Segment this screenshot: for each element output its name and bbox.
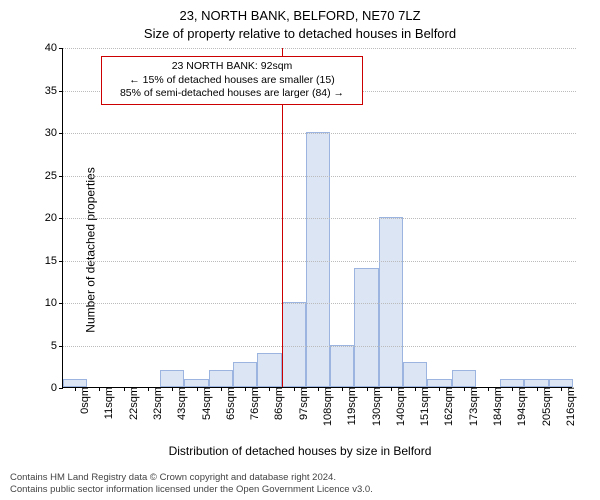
reference-info-box: 23 NORTH BANK: 92sqm ← 15% of detached h… — [101, 56, 363, 105]
xtick-label: 140sqm — [391, 387, 407, 426]
ytick-label: 35 — [45, 85, 63, 97]
xtick-label: 76sqm — [245, 387, 261, 420]
xtick-label: 43sqm — [172, 387, 188, 420]
info-line-2: ← 15% of detached houses are smaller (15… — [108, 74, 356, 88]
chart-title-sub: Size of property relative to detached ho… — [0, 26, 600, 41]
xtick-label: 0sqm — [75, 387, 91, 414]
ytick-label: 25 — [45, 170, 63, 182]
ytick-label: 15 — [45, 255, 63, 267]
x-axis-label: Distribution of detached houses by size … — [0, 444, 600, 458]
histogram-bar — [354, 268, 378, 387]
histogram-bar — [160, 370, 184, 387]
xtick-label: 194sqm — [512, 387, 528, 426]
plot-area: 0510152025303540 0sqm11sqm22sqm32sqm43sq… — [62, 48, 572, 388]
ytick-label: 40 — [45, 42, 63, 54]
grid-line — [63, 48, 576, 49]
histogram-bar — [452, 370, 476, 387]
xtick-label: 11sqm — [99, 387, 115, 419]
grid-line — [63, 303, 576, 304]
histogram-bar — [63, 379, 87, 388]
xtick-label: 205sqm — [537, 387, 553, 426]
xtick-label: 173sqm — [464, 387, 480, 426]
xtick-label: 216sqm — [561, 387, 577, 426]
ytick-label: 20 — [45, 212, 63, 224]
xtick-label: 65sqm — [221, 387, 237, 420]
xtick-label: 32sqm — [148, 387, 164, 420]
footer-attribution: Contains HM Land Registry data © Crown c… — [10, 472, 590, 496]
grid-line — [63, 133, 576, 134]
xtick-label: 184sqm — [488, 387, 504, 426]
xtick-label: 108sqm — [318, 387, 334, 426]
histogram-bar — [330, 345, 354, 388]
xtick-label: 97sqm — [294, 387, 310, 420]
xtick-label: 54sqm — [197, 387, 213, 420]
info-line-1: 23 NORTH BANK: 92sqm — [108, 60, 356, 74]
grid-line — [63, 346, 576, 347]
xtick-label: 130sqm — [367, 387, 383, 426]
xtick-label: 119sqm — [342, 387, 358, 425]
histogram-bar — [549, 379, 573, 388]
xtick-label: 86sqm — [269, 387, 285, 420]
histogram-bar — [184, 379, 208, 388]
histogram-bar — [427, 379, 451, 388]
xtick-label: 22sqm — [124, 387, 140, 420]
grid-line — [63, 218, 576, 219]
ytick-label: 0 — [51, 382, 63, 394]
histogram-bar — [500, 379, 524, 388]
histogram-bar — [282, 302, 306, 387]
grid-line — [63, 261, 576, 262]
histogram-bar — [379, 217, 403, 387]
ytick-label: 5 — [51, 340, 63, 352]
xtick-label: 151sqm — [415, 387, 431, 426]
grid-line — [63, 176, 576, 177]
footer-line-2: Contains public sector information licen… — [10, 484, 590, 496]
histogram-bar — [233, 362, 257, 388]
histogram-bar — [257, 353, 281, 387]
footer-line-1: Contains HM Land Registry data © Crown c… — [10, 472, 590, 484]
ytick-label: 30 — [45, 127, 63, 139]
histogram-bar — [403, 362, 427, 388]
chart-title-main: 23, NORTH BANK, BELFORD, NE70 7LZ — [0, 8, 600, 23]
ytick-label: 10 — [45, 297, 63, 309]
histogram-bar — [524, 379, 548, 388]
info-line-3: 85% of semi-detached houses are larger (… — [108, 87, 356, 101]
chart-container: 23, NORTH BANK, BELFORD, NE70 7LZ Size o… — [0, 0, 600, 500]
histogram-bar — [209, 370, 233, 387]
histogram-bar — [306, 132, 330, 387]
xtick-label: 162sqm — [439, 387, 455, 426]
